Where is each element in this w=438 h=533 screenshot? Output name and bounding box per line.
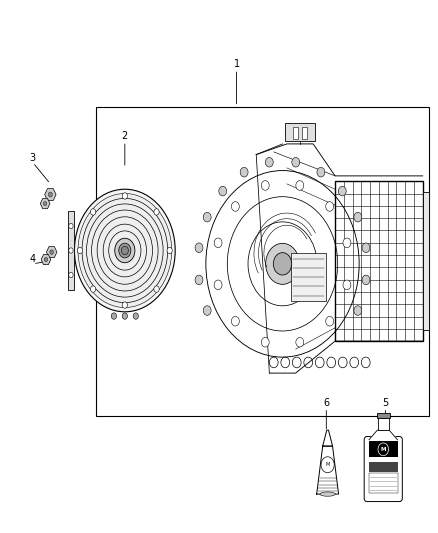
Bar	[302, 127, 307, 139]
Circle shape	[240, 167, 248, 177]
Circle shape	[167, 247, 172, 254]
Circle shape	[231, 317, 239, 326]
Bar	[423, 192, 429, 330]
Circle shape	[48, 192, 53, 197]
Bar	[368, 473, 398, 493]
Circle shape	[292, 157, 300, 167]
Circle shape	[78, 193, 172, 308]
Text: M: M	[325, 462, 330, 467]
Circle shape	[219, 187, 227, 196]
Polygon shape	[46, 247, 57, 257]
Circle shape	[74, 189, 175, 312]
Text: 2: 2	[122, 131, 128, 141]
Circle shape	[69, 248, 73, 253]
Circle shape	[261, 337, 269, 347]
Circle shape	[231, 201, 239, 211]
Polygon shape	[41, 254, 51, 265]
Circle shape	[69, 223, 73, 229]
Circle shape	[265, 243, 299, 285]
Polygon shape	[323, 430, 332, 446]
Circle shape	[69, 272, 73, 278]
Circle shape	[338, 187, 346, 196]
Polygon shape	[317, 446, 339, 494]
Text: 1: 1	[233, 59, 240, 69]
Circle shape	[214, 238, 222, 248]
Circle shape	[195, 243, 203, 253]
Circle shape	[261, 181, 269, 190]
Circle shape	[122, 302, 127, 308]
Circle shape	[43, 201, 47, 206]
Circle shape	[354, 306, 362, 316]
Bar	[368, 462, 398, 472]
Circle shape	[362, 275, 370, 285]
Text: 4: 4	[30, 254, 36, 264]
Text: 6: 6	[323, 398, 329, 408]
Circle shape	[50, 250, 53, 254]
Bar	[293, 127, 298, 139]
Circle shape	[296, 337, 304, 347]
Polygon shape	[40, 198, 50, 209]
Circle shape	[378, 443, 389, 456]
Circle shape	[203, 306, 211, 316]
Bar	[291, 253, 326, 301]
Circle shape	[362, 243, 370, 253]
Circle shape	[154, 209, 159, 215]
Circle shape	[265, 157, 273, 167]
Text: 3: 3	[30, 152, 36, 163]
Bar	[68, 211, 74, 290]
Circle shape	[91, 209, 96, 215]
Bar	[335, 181, 423, 341]
Circle shape	[203, 212, 211, 222]
Circle shape	[119, 243, 131, 258]
Circle shape	[154, 286, 159, 292]
Circle shape	[44, 257, 48, 262]
Circle shape	[122, 193, 127, 199]
Circle shape	[326, 201, 334, 211]
Bar	[285, 123, 315, 141]
Circle shape	[133, 313, 138, 319]
Circle shape	[354, 212, 362, 222]
Circle shape	[343, 280, 351, 289]
Bar	[96, 107, 429, 416]
Circle shape	[115, 238, 135, 263]
Circle shape	[195, 275, 203, 285]
Bar	[377, 413, 390, 418]
Text: M: M	[381, 447, 386, 452]
Circle shape	[326, 317, 334, 326]
Bar	[368, 441, 398, 457]
Polygon shape	[45, 189, 56, 200]
FancyBboxPatch shape	[364, 437, 402, 502]
Text: 5: 5	[382, 398, 389, 408]
Circle shape	[296, 181, 304, 190]
Circle shape	[214, 280, 222, 289]
Circle shape	[78, 247, 83, 254]
Bar	[378, 418, 389, 430]
Circle shape	[317, 167, 325, 177]
Circle shape	[91, 286, 96, 292]
Circle shape	[121, 246, 128, 255]
Circle shape	[343, 238, 351, 248]
Ellipse shape	[320, 492, 336, 496]
Circle shape	[111, 313, 117, 319]
Circle shape	[273, 253, 292, 275]
Polygon shape	[369, 430, 398, 440]
Circle shape	[122, 313, 127, 319]
